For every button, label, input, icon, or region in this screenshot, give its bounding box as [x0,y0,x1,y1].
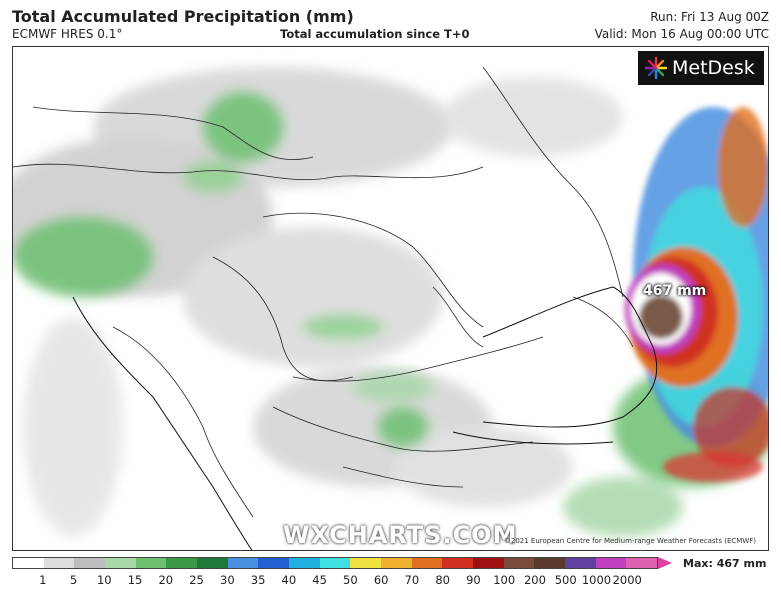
tick-label: 200 [523,573,546,587]
color-swatch [258,558,290,568]
tick-label: 100 [493,573,516,587]
tick-label: 25 [189,573,204,587]
precipitation-map: MetDesk 467 mm WXCHARTS.COM ©2021 Europe… [12,46,769,551]
chart-header: Total Accumulated Precipitation (mm) ECM… [0,0,781,46]
color-swatch [105,558,136,568]
country-borders [13,66,634,518]
color-swatch [534,558,566,568]
run-time: Run: Fri 13 Aug 00Z [650,10,769,24]
color-scale-bar [12,557,674,571]
coastlines [72,286,658,550]
color-swatch [595,558,627,568]
tick-label: 15 [127,573,143,587]
tick-label: 2000 [612,573,642,587]
tick-label: 50 [343,573,358,587]
chart-title: Total Accumulated Precipitation (mm) [12,7,354,26]
color-swatch [227,558,259,568]
tick-label: 5 [69,573,78,587]
color-swatch [43,558,75,568]
tick-label: 90 [466,573,481,587]
color-swatch [13,558,44,568]
tick-label: 35 [250,573,266,587]
max-legend: Max: 467 mm [683,557,767,570]
chart-subtitle: Total accumulation since T+0 [280,27,470,41]
color-swatch [197,558,228,568]
tick-label: 20 [158,573,174,587]
logo-text: MetDesk [672,57,755,79]
color-swatch [74,558,106,568]
color-swatch [503,558,535,568]
color-swatch [319,558,351,568]
model-label: ECMWF HRES 0.1° [12,27,123,41]
watermark: WXCHARTS.COM [283,521,518,549]
tick-label: 10 [96,573,112,587]
color-swatch [350,558,382,568]
color-swatch [135,558,167,568]
tick-label: 60 [373,573,389,587]
color-swatch [289,558,320,568]
map-canvas [13,47,768,550]
color-swatch [381,558,412,568]
color-swatch [473,558,504,568]
valid-time: Valid: Mon 16 Aug 00:00 UTC [594,27,769,41]
max-value-label: 467 mm [643,283,707,299]
tick-label: 40 [281,573,297,587]
metdesk-logo: MetDesk [638,51,764,85]
color-swatch [442,558,474,568]
tick-label: 70 [404,573,420,587]
metdesk-logo-icon [644,56,668,80]
color-scale [12,557,658,569]
tick-label: 45 [312,573,327,587]
tick-label: 1 [39,573,47,587]
heavy-precip-area [625,107,768,482]
copyright-note: ©2021 European Centre for Medium-range W… [503,537,756,545]
color-swatch [626,558,658,568]
tick-label: 500 [554,573,577,587]
color-scale-ticks: 1 5 10 15 20 25 30 35 40 45 50 60 70 80 90 100 200 500 100… [12,573,672,589]
color-swatch [166,558,198,568]
color-swatch [411,558,443,568]
color-scale-arrow [658,557,672,569]
tick-label: 80 [435,573,450,587]
tick-label: 30 [220,573,235,587]
tick-label: 1000 [581,573,612,587]
color-swatch [565,558,596,568]
